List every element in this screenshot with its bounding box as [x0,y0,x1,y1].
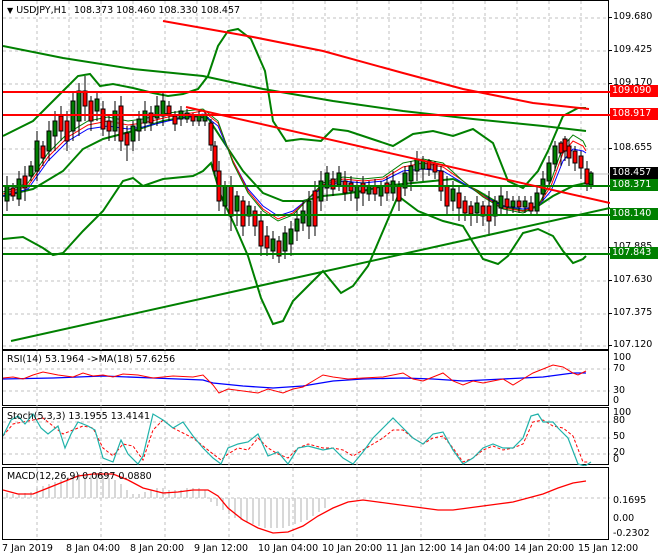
time-tick: 10 Jan 04:00 [258,543,319,554]
descending-trendline-long [162,20,590,110]
macd-panel[interactable]: MACD(12,26,9) 0.0697 0.0880 [2,467,610,541]
macd-axis: 0.1695 0.00 -0.2302 [609,467,660,540]
stochastic-panel[interactable]: Stoch(5,3,3) 13.1955 13.4141 [2,407,610,466]
stoch-tick: 50 [613,431,626,442]
dropdown-arrow-icon[interactable]: ▼ [7,6,14,15]
ascending-trendline [10,207,610,342]
stochastic-title: Stoch(5,3,3) 13.1955 13.4141 [7,411,151,422]
time-tick: 8 Jan 20:00 [130,543,185,554]
support-tag-1: 108.371 [610,179,658,191]
rsi-tick: 100 [613,352,632,363]
ohlc-values: 108.373 108.460 108.330 108.457 [73,5,241,16]
rsi-title: RSI(14) 53.1964 ->MA(18) 57.6256 [7,354,176,365]
stochastic-canvas [3,408,610,466]
price-chart-canvas [3,1,610,351]
time-tick: 9 Jan 12:00 [194,543,249,554]
price-tick: 109.170 [613,77,653,88]
rsi-axis: 100 70 30 0 [609,350,660,406]
stoch-tick: 20 [613,447,626,458]
descending-trendline-short [185,106,610,204]
rsi-tick: 70 [613,363,626,374]
macd-tick: 0.1695 [613,495,647,506]
stoch-tick: 100 [613,407,632,418]
symbol-title: USDJPY,H1 [16,5,67,16]
time-tick: 15 Jan 12:00 [578,543,639,554]
price-tick: 107.120 [613,339,653,350]
price-tick: 107.375 [613,307,653,318]
resistance-tag-2: 108.917 [610,108,658,120]
time-tick: 14 Jan 04:00 [450,543,511,554]
resistance-tag-1: 109.090 [610,85,658,97]
time-tick: 10 Jan 20:00 [322,543,383,554]
price-axis: 109.680 109.425 109.170 108.655 107.885 … [609,0,660,350]
rsi-canvas [3,351,610,407]
rsi-tick: 0 [613,395,620,406]
time-tick: 11 Jan 12:00 [386,543,447,554]
macd-title: MACD(12,26,9) 0.0697 0.0880 [7,471,152,482]
time-tick: 7 Jan 2019 [2,543,53,554]
time-tick: 8 Jan 04:00 [66,543,121,554]
price-tick: 107.885 [613,242,652,252]
candlesticks [4,76,594,263]
time-tick: 14 Jan 20:00 [514,543,575,554]
price-tick: 108.655 [613,142,653,153]
price-tick: 107.630 [613,274,653,285]
chart-title: ▼ USDJPY,H1 108.373 108.460 108.330 108.… [7,5,240,16]
rsi-tick: 30 [613,385,626,396]
macd-tick: 0.00 [613,513,635,524]
macd-canvas [3,468,610,541]
price-chart-panel[interactable]: ▼ USDJPY,H1 108.373 108.460 108.330 108.… [2,0,610,351]
stochastic-axis: 100 80 50 20 0 [609,407,660,465]
stoch-tick: 0 [613,454,620,465]
support-tag-3: 107.843 [610,247,658,259]
current-price-tag: 108.457 [610,167,658,179]
macd-tick: -0.2302 [613,528,650,539]
rsi-panel[interactable]: RSI(14) 53.1964 ->MA(18) 57.6256 [2,350,610,407]
support-tag-2: 108.140 [610,208,658,220]
price-tick: 109.425 [613,44,653,55]
price-tick: 109.680 [613,11,653,22]
stoch-tick: 80 [613,415,626,426]
